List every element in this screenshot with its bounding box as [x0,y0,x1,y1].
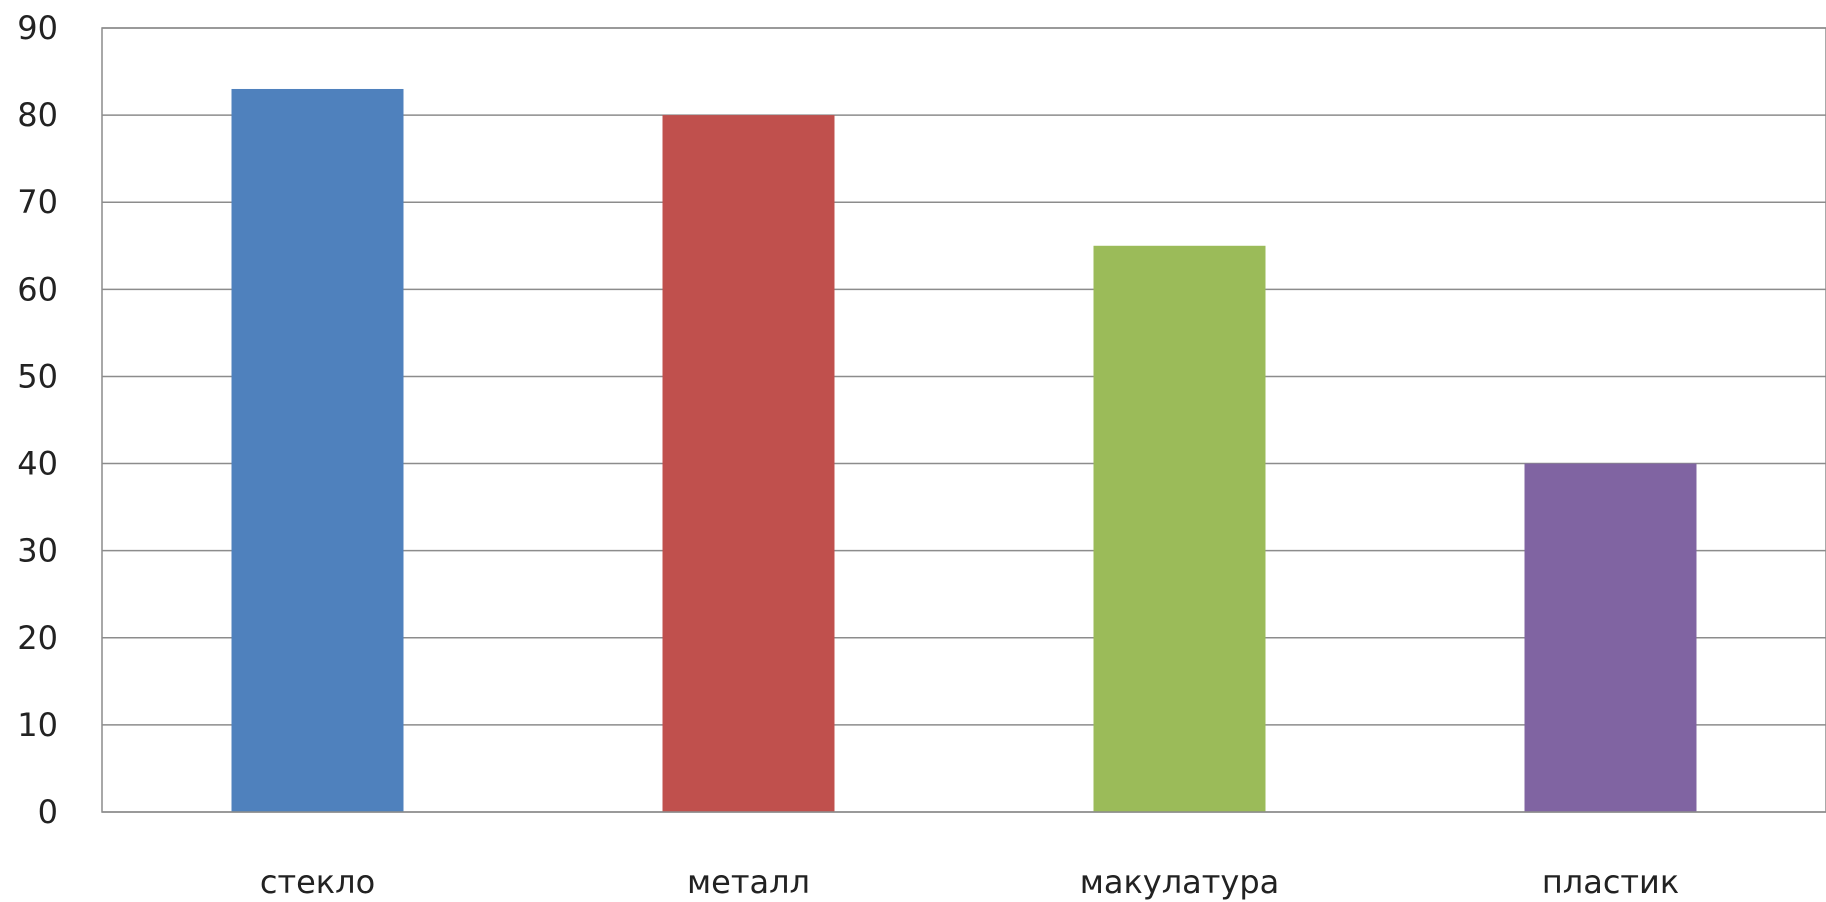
y-tick-label: 50 [17,357,58,395]
y-tick-label: 20 [17,619,58,657]
x-category-label: стекло [260,863,375,901]
y-tick-label: 80 [17,96,58,134]
x-axis-category-labels: стекло металл макулатура пластик [260,863,1679,901]
bar-3 [1524,463,1697,812]
bar-0 [231,88,404,812]
y-tick-label: 0 [38,793,58,831]
x-category-label: пластик [1542,863,1679,901]
y-tick-label: 10 [17,706,58,744]
bar-2 [1093,245,1266,812]
x-category-label: макулатура [1080,863,1280,901]
y-tick-label: 40 [17,445,58,483]
y-tick-label: 90 [17,9,58,47]
y-tick-label: 60 [17,270,58,308]
y-tick-label: 30 [17,532,58,570]
x-category-label: металл [687,863,810,901]
bars [231,88,1697,813]
y-tick-label: 70 [17,183,58,221]
y-axis-tick-labels: 0 10 20 30 40 50 60 70 80 90 [17,9,58,831]
plot-area-frame [101,27,1826,813]
bar-1 [662,115,835,813]
